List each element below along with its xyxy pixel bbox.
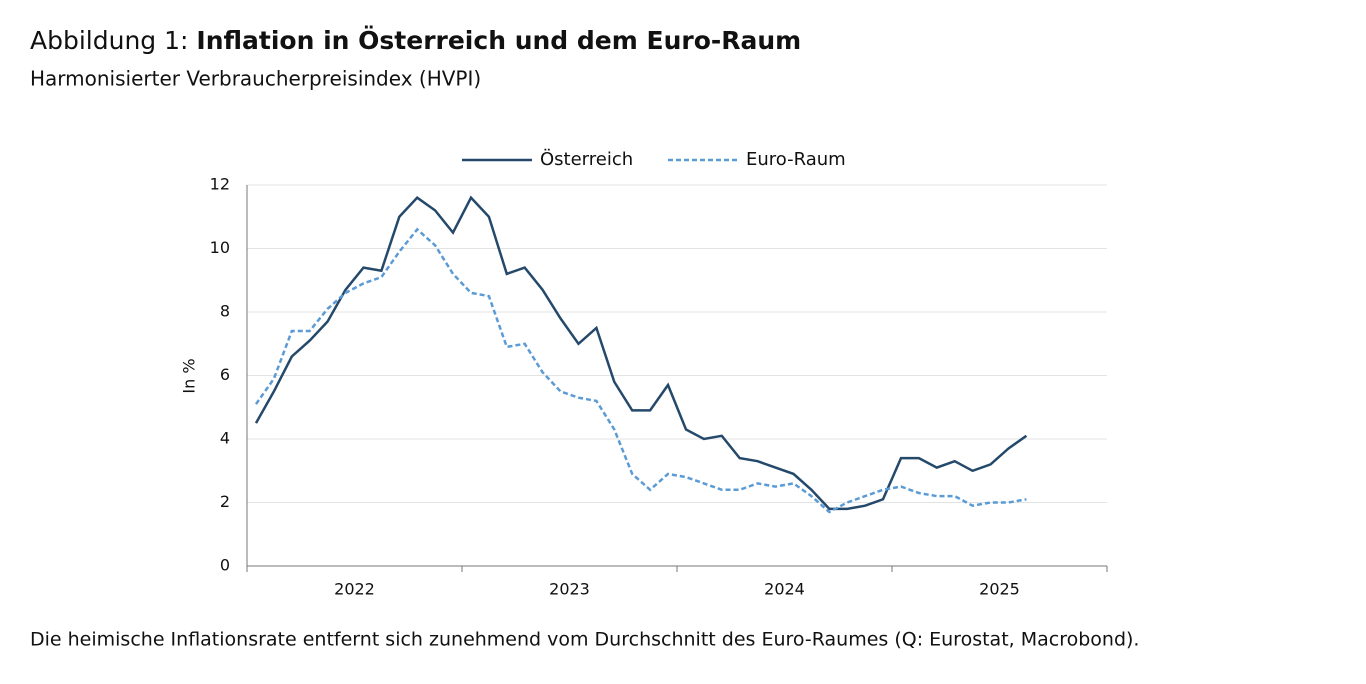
caption: Die heimische Inflationsrate entfernt si… (30, 629, 1139, 651)
figure-label: Abbildung 1: (30, 26, 188, 55)
chart-title: Inflation in Österreich und dem Euro-Rau… (196, 25, 801, 55)
y-tick-label: 10 (210, 238, 230, 257)
series-line (254, 195, 1028, 511)
subtitle: Harmonisierter Verbraucherpreisindex (HV… (30, 67, 481, 91)
y-axis-label: In % (180, 358, 199, 393)
x-tick-label: 2024 (764, 580, 805, 599)
y-tick-label: 8 (220, 302, 230, 321)
y-tick-label: 2 (220, 492, 230, 511)
y-tick-label: 0 (220, 556, 230, 575)
legend-label: Euro-Raum (746, 149, 846, 170)
y-tick-label: 6 (220, 365, 230, 384)
legend-label: Österreich (540, 148, 633, 170)
y-tick-label: 12 (210, 175, 230, 194)
y-tick-label: 4 (220, 429, 230, 448)
x-tick-label: 2022 (334, 580, 375, 599)
series-line (254, 227, 1027, 514)
x-tick-label: 2025 (979, 580, 1020, 599)
chart-title-line: Abbildung 1: Inflation in Österreich und… (30, 25, 801, 55)
x-tick-label: 2023 (549, 580, 590, 599)
